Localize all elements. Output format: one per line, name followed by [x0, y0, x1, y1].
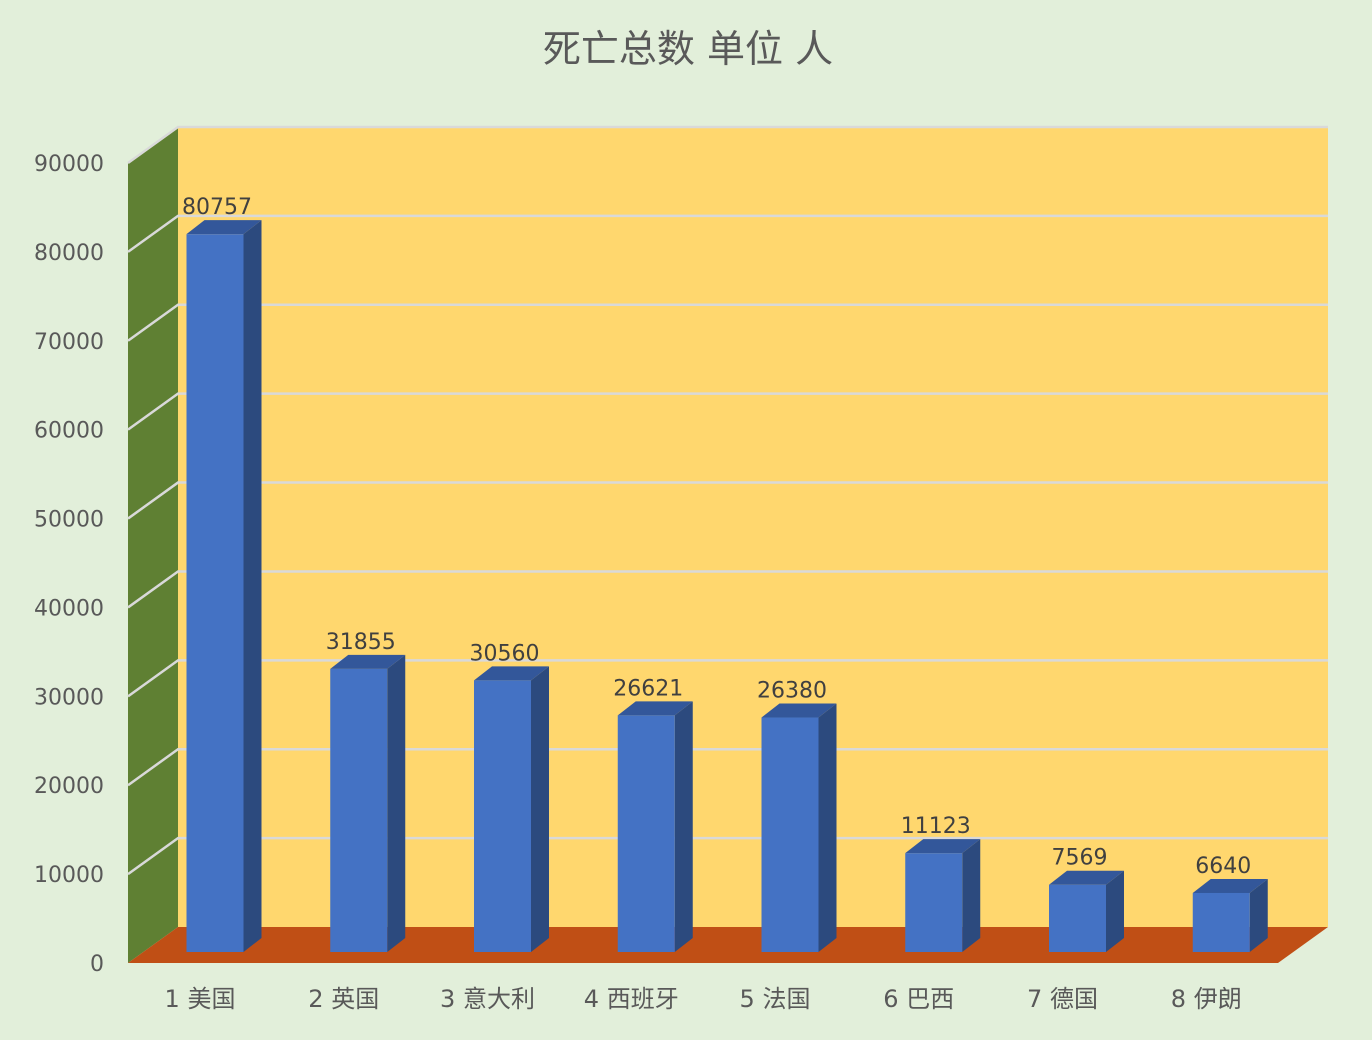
y-tick-label: 90000 [34, 152, 104, 177]
gridline [127, 836, 1328, 876]
gridline [127, 303, 1328, 342]
bars [186, 220, 1268, 952]
bar [330, 654, 406, 952]
data-label: 30560 [470, 641, 540, 666]
bar-side [1249, 878, 1268, 952]
bar [1192, 878, 1268, 952]
x-tick-label: 3 意大利 [440, 985, 535, 1013]
data-labels: 80757 31855 30560 26621 26380 11123 7569 6640 [182, 195, 1251, 879]
bar-side [531, 666, 549, 952]
y-tick-label: 30000 [34, 685, 104, 710]
gridline [127, 392, 1328, 431]
bar-front [474, 680, 531, 952]
bar-top [761, 703, 837, 718]
bar [474, 666, 549, 952]
data-label: 31855 [326, 630, 396, 655]
gridline [127, 125, 1328, 165]
bar-front [1049, 884, 1106, 952]
bar-front [761, 717, 819, 952]
data-label: 6640 [1195, 854, 1251, 879]
x-tick-label: 1 美国 [165, 985, 236, 1013]
y-axis: 0 10000 20000 30000 40000 50000 60000 70000 8000… [34, 152, 104, 977]
gridline [127, 659, 1328, 698]
bar [905, 839, 981, 952]
x-tick-label: 7 德国 [1027, 985, 1098, 1013]
data-label: 26621 [613, 676, 683, 701]
bar-side [1106, 870, 1124, 952]
bar-front [1192, 892, 1250, 952]
bar-side [674, 701, 693, 952]
gridline [127, 481, 1328, 520]
bar [761, 703, 837, 952]
bar [617, 701, 693, 952]
bar-top [474, 666, 549, 681]
x-tick-label: 5 法国 [740, 985, 811, 1013]
bar-top [905, 839, 981, 854]
bar-front [330, 668, 388, 952]
y-tick-label: 40000 [34, 596, 104, 621]
gridlines [127, 125, 1328, 876]
bar [1049, 870, 1124, 952]
bar-side [962, 839, 981, 952]
chart-title: 死亡总数 单位 人 [543, 27, 833, 71]
gridline [127, 214, 1328, 253]
bar-top [1049, 870, 1124, 885]
bar-side [387, 654, 406, 952]
y-tick-label: 50000 [34, 508, 104, 533]
data-label: 7569 [1052, 846, 1108, 871]
bar-top [1192, 878, 1268, 893]
y-tick-label: 60000 [34, 419, 104, 444]
bar-front [905, 853, 963, 952]
bar-top [186, 220, 262, 235]
x-axis: 1 美国 2 英国 3 意大利 4 西班牙 5 法国 6 巴西 7 德国 8 伊朗 [165, 985, 1242, 1013]
bar-side [818, 703, 837, 952]
data-label: 11123 [901, 814, 971, 839]
y-tick-label: 20000 [34, 774, 104, 799]
floor [128, 927, 1328, 963]
bar-front [617, 715, 675, 952]
gridline [127, 747, 1328, 787]
y-tick-label: 0 [90, 952, 104, 977]
y-tick-label: 80000 [34, 241, 104, 266]
x-tick-label: 4 西班牙 [584, 985, 679, 1013]
y-tick-label: 70000 [34, 330, 104, 355]
bar-top [617, 701, 693, 716]
bar-front [186, 234, 244, 952]
y-tick-label: 10000 [34, 863, 104, 888]
bar [186, 220, 262, 952]
x-tick-label: 2 英国 [308, 985, 379, 1013]
data-label: 80757 [182, 195, 252, 220]
data-label: 26380 [757, 679, 827, 704]
back-wall [178, 127, 1328, 927]
bar-side [243, 220, 262, 952]
x-tick-label: 8 伊朗 [1171, 985, 1242, 1013]
bar-top [330, 654, 406, 669]
x-tick-label: 6 巴西 [883, 985, 954, 1013]
gridline [127, 570, 1328, 609]
side-wall [128, 127, 178, 963]
